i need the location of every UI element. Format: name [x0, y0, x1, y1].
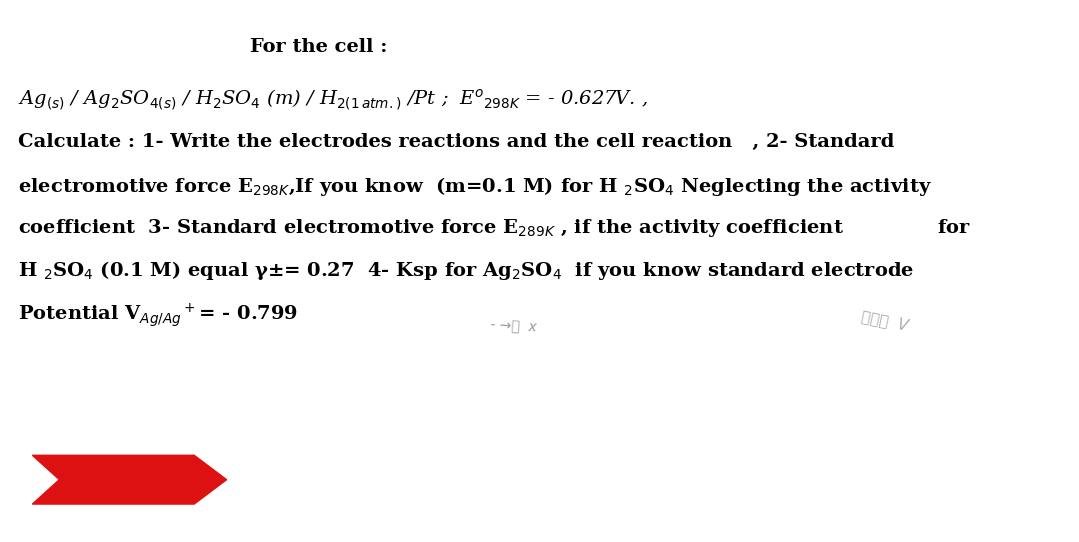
Text: Potential V$_{Ag/Ag}$$^+$= - 0.799: Potential V$_{Ag/Ag}$$^+$= - 0.799 [18, 301, 298, 329]
Text: لوج  V: لوج V [860, 308, 910, 333]
Text: - →س  x: - →س x [490, 318, 537, 334]
Text: Ag$_{(s)}$ / Ag$_2$SO$_{4(s)}$ / H$_2$SO$_4$ (m) / H$_{2(1\,atm.)}$ /Pt ;  E$^o$: Ag$_{(s)}$ / Ag$_2$SO$_{4(s)}$ / H$_2$SO… [18, 88, 648, 112]
Polygon shape [32, 455, 227, 504]
Text: coefficient  3- Standard electromotive force E$_{289K}$ , if the activity coeffi: coefficient 3- Standard electromotive fo… [18, 217, 971, 239]
Text: Calculate : 1- Write the electrodes reactions and the cell reaction   , 2- Stand: Calculate : 1- Write the electrodes reac… [18, 133, 894, 151]
Text: H $_{2}$SO$_4$ (0.1 M) equal γ±= 0.27  4- Ksp for Ag$_2$SO$_4$  if you know stan: H $_{2}$SO$_4$ (0.1 M) equal γ±= 0.27 4-… [18, 259, 914, 282]
Text: electromotive force E$_{298K}$,If you know  (m=0.1 M) for H $_{2}$SO$_4$ Neglect: electromotive force E$_{298K}$,If you kn… [18, 175, 932, 198]
Text: For the cell :: For the cell : [250, 38, 387, 56]
